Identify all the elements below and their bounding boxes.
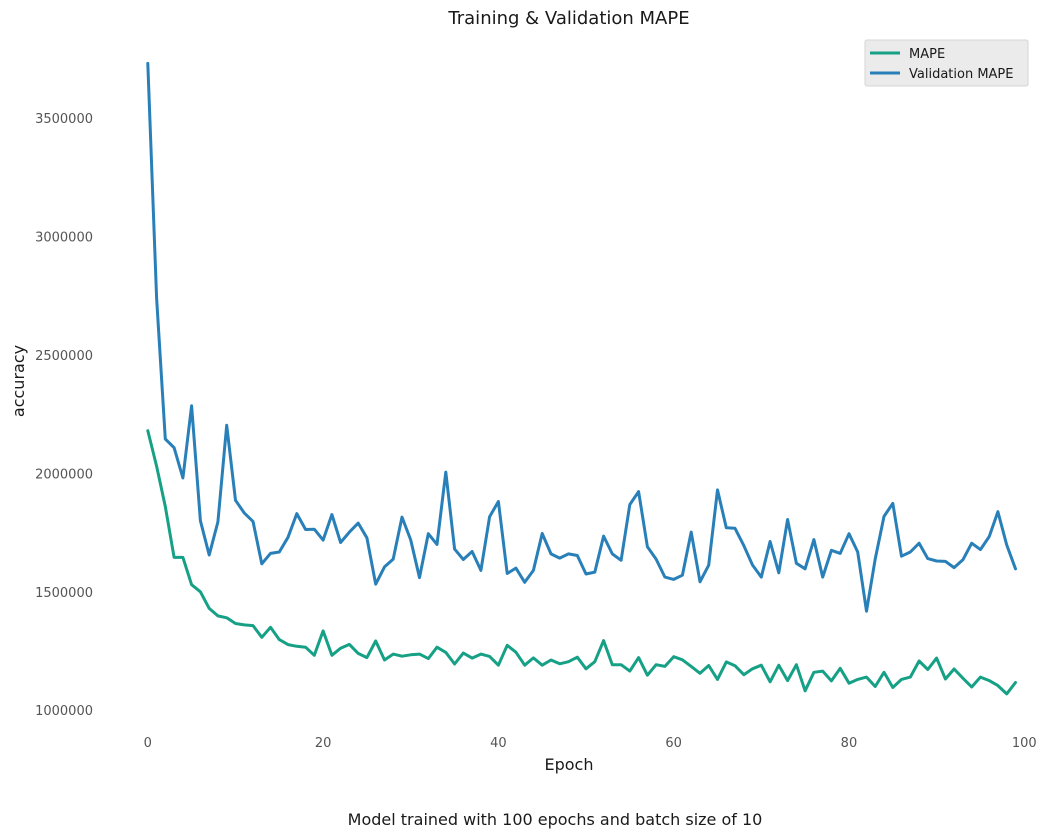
x-tick-label: 60 bbox=[665, 736, 682, 751]
legend-items: MAPE Validation MAPE bbox=[870, 47, 1014, 82]
series-line-mape bbox=[146, 429, 1017, 696]
y-tick-label: 3500000 bbox=[35, 112, 93, 127]
x-tick-label: 100 bbox=[1012, 736, 1037, 751]
chart-title: Training & Validation MAPE bbox=[447, 8, 689, 29]
x-axis-label: Epoch bbox=[545, 755, 594, 774]
plot-lines bbox=[146, 61, 1017, 696]
y-tick-label: 3000000 bbox=[35, 230, 93, 245]
y-tick-label: 1000000 bbox=[35, 704, 93, 719]
y-tick-label: 2000000 bbox=[35, 467, 93, 482]
x-tick-label: 0 bbox=[144, 736, 152, 751]
legend-label: Validation MAPE bbox=[909, 67, 1014, 82]
y-axis-ticks: 1000000 1500000 2000000 2500000 3000000 35000… bbox=[35, 112, 93, 719]
x-tick-label: 80 bbox=[841, 736, 858, 751]
legend-box bbox=[864, 39, 1029, 87]
y-tick-label: 1500000 bbox=[35, 586, 93, 601]
y-axis-label: accuracy bbox=[9, 345, 28, 417]
x-tick-label: 20 bbox=[315, 736, 332, 751]
chart-caption: Model trained with 100 epochs and batch … bbox=[348, 810, 763, 829]
legend-label: MAPE bbox=[909, 47, 945, 62]
x-axis-ticks: 0 20 40 60 80 100 bbox=[144, 736, 1037, 751]
series-line-validation-mape bbox=[146, 61, 1017, 613]
x-tick-label: 40 bbox=[490, 736, 507, 751]
legend: MAPE Validation MAPE bbox=[864, 39, 1029, 87]
y-tick-label: 2500000 bbox=[35, 349, 93, 364]
